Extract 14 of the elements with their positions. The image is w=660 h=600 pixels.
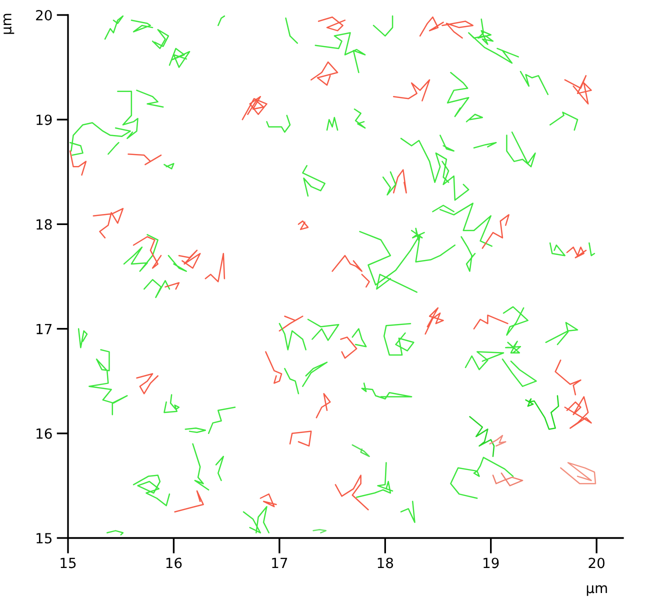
x-axis-title: μm (586, 585, 607, 596)
x-tick-label: 19 (484, 558, 499, 568)
y-tick-label: 16 (36, 428, 52, 439)
y-tick-label: 15 (36, 533, 52, 544)
x-tick-label: 18 (378, 558, 394, 568)
y-tick-label: 18 (36, 219, 52, 230)
x-tick-label: 15 (60, 558, 76, 568)
y-tick-label: 19 (36, 114, 52, 126)
x-tick-label: 16 (166, 558, 182, 568)
y-axis-title: μm (4, 14, 14, 34)
x-tick-label: 17 (272, 558, 288, 568)
x-tick-label: 20 (588, 558, 604, 568)
y-tick-label: 17 (36, 324, 52, 334)
y-tick-label: 20 (36, 10, 52, 20)
